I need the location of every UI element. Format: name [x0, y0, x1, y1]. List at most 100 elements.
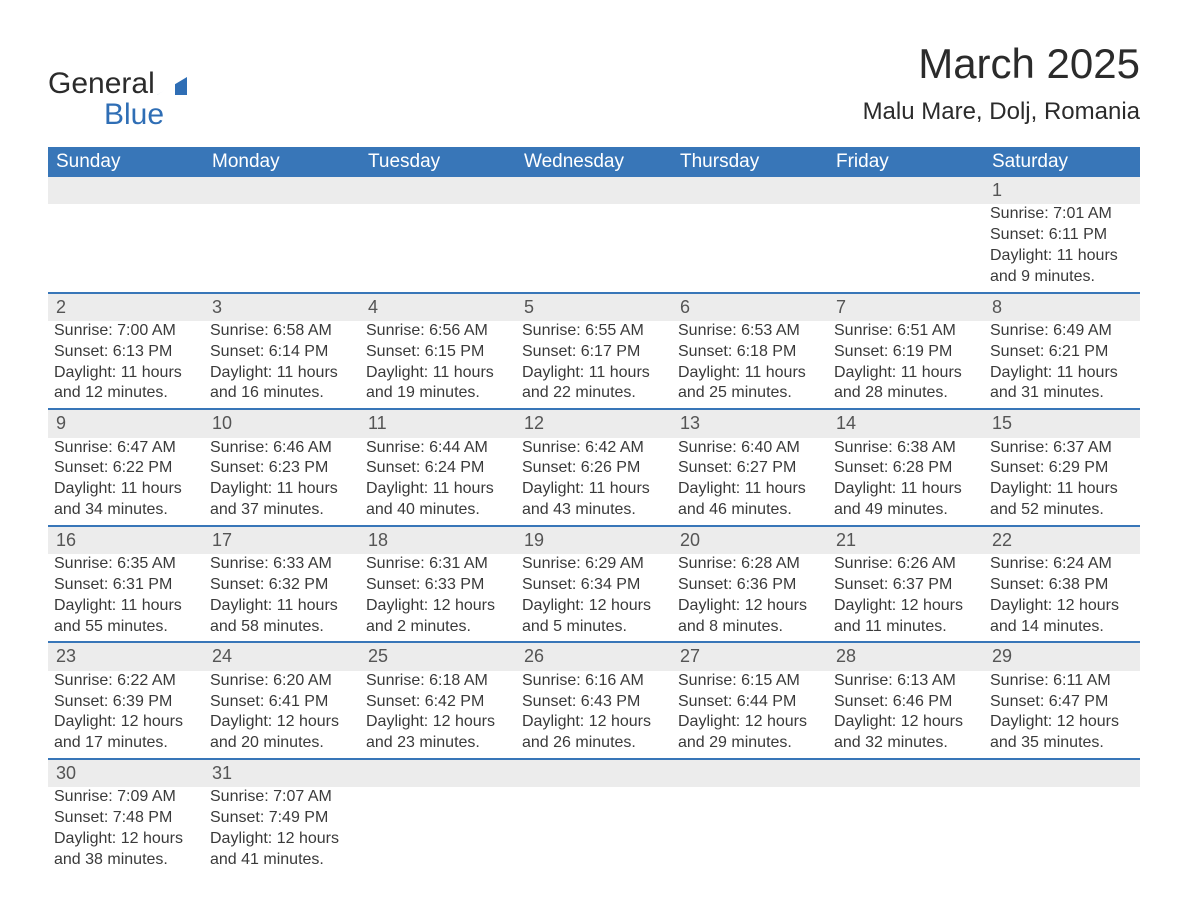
day-detail-cell: Sunrise: 6:35 AM Sunset: 6:31 PM Dayligh… [48, 554, 204, 642]
day-detail-text: Sunrise: 6:15 AM Sunset: 6:44 PM Dayligh… [678, 671, 822, 754]
day-number-cell [516, 759, 672, 787]
column-header: Friday [828, 147, 984, 177]
column-header: Monday [204, 147, 360, 177]
day-detail-text: Sunrise: 6:49 AM Sunset: 6:21 PM Dayligh… [990, 321, 1134, 404]
week-detail-row: Sunrise: 6:47 AM Sunset: 6:22 PM Dayligh… [48, 438, 1140, 526]
day-detail-cell: Sunrise: 6:33 AM Sunset: 6:32 PM Dayligh… [204, 554, 360, 642]
day-detail-text: Sunrise: 6:46 AM Sunset: 6:23 PM Dayligh… [210, 438, 354, 521]
day-number-cell: 8 [984, 293, 1140, 321]
day-number-cell [984, 759, 1140, 787]
logo-word-2: Blue [104, 98, 164, 131]
week-daynum-row: 23 2425 26 27 28 29 [48, 642, 1140, 670]
day-detail-cell [516, 787, 672, 874]
day-detail-cell: Sunrise: 6:18 AM Sunset: 6:42 PM Dayligh… [360, 671, 516, 759]
day-number-cell: 14 [828, 409, 984, 437]
day-detail-text: Sunrise: 6:37 AM Sunset: 6:29 PM Dayligh… [990, 438, 1134, 521]
day-number: 14 [836, 413, 856, 433]
week-daynum-row: 1 [48, 177, 1140, 204]
day-number-cell [828, 759, 984, 787]
day-number: 28 [836, 646, 856, 666]
day-detail-text: Sunrise: 7:00 AM Sunset: 6:13 PM Dayligh… [54, 321, 198, 404]
column-header: Tuesday [360, 147, 516, 177]
column-header: Sunday [48, 147, 204, 177]
day-number-cell: 9 [48, 409, 204, 437]
day-number: 2 [56, 297, 66, 317]
day-detail-text: Sunrise: 6:28 AM Sunset: 6:36 PM Dayligh… [678, 554, 822, 637]
header: General Blue March 2025 Malu Mare, Dolj,… [48, 40, 1140, 129]
day-detail-text: Sunrise: 6:26 AM Sunset: 6:37 PM Dayligh… [834, 554, 978, 637]
day-number-cell: 16 [48, 526, 204, 554]
day-detail-cell: Sunrise: 6:58 AM Sunset: 6:14 PM Dayligh… [204, 321, 360, 409]
day-detail-cell: Sunrise: 6:20 AM Sunset: 6:41 PM Dayligh… [204, 671, 360, 759]
day-number-cell: 13 [672, 409, 828, 437]
month-title: March 2025 [863, 40, 1140, 88]
day-detail-text: Sunrise: 6:38 AM Sunset: 6:28 PM Dayligh… [834, 438, 978, 521]
day-number: 20 [680, 530, 700, 550]
day-detail-text: Sunrise: 7:07 AM Sunset: 7:49 PM Dayligh… [210, 787, 354, 870]
day-number-cell: 24 [204, 642, 360, 670]
day-detail-cell: Sunrise: 6:13 AM Sunset: 6:46 PM Dayligh… [828, 671, 984, 759]
day-number-cell: 1 [984, 177, 1140, 204]
day-detail-cell: Sunrise: 7:09 AM Sunset: 7:48 PM Dayligh… [48, 787, 204, 874]
day-number-cell [672, 759, 828, 787]
day-detail-cell: Sunrise: 7:01 AM Sunset: 6:11 PM Dayligh… [984, 204, 1140, 292]
day-detail-cell: Sunrise: 6:28 AM Sunset: 6:36 PM Dayligh… [672, 554, 828, 642]
day-number-cell: 18 [360, 526, 516, 554]
day-number: 30 [56, 763, 76, 783]
day-number-cell: 31 [204, 759, 360, 787]
day-detail-cell: Sunrise: 7:07 AM Sunset: 7:49 PM Dayligh… [204, 787, 360, 874]
day-detail-cell: Sunrise: 6:49 AM Sunset: 6:21 PM Dayligh… [984, 321, 1140, 409]
day-number-cell: 6 [672, 293, 828, 321]
week-detail-row: Sunrise: 7:00 AM Sunset: 6:13 PM Dayligh… [48, 321, 1140, 409]
day-number-cell: 28 [828, 642, 984, 670]
day-number-cell: 25 [360, 642, 516, 670]
day-number: 5 [524, 297, 534, 317]
day-detail-cell: Sunrise: 6:24 AM Sunset: 6:38 PM Dayligh… [984, 554, 1140, 642]
day-number-cell [360, 177, 516, 204]
day-detail-cell [672, 787, 828, 874]
week-detail-row: Sunrise: 7:01 AM Sunset: 6:11 PM Dayligh… [48, 204, 1140, 292]
day-number: 31 [212, 763, 232, 783]
day-number: 3 [212, 297, 222, 317]
day-number: 23 [56, 646, 76, 666]
day-detail-cell [828, 787, 984, 874]
day-number: 26 [524, 646, 544, 666]
day-number: 22 [992, 530, 1012, 550]
calendar-table: SundayMondayTuesdayWednesdayThursdayFrid… [48, 147, 1140, 874]
week-detail-row: Sunrise: 6:22 AM Sunset: 6:39 PM Dayligh… [48, 671, 1140, 759]
day-detail-cell [672, 204, 828, 292]
day-detail-cell: Sunrise: 6:40 AM Sunset: 6:27 PM Dayligh… [672, 438, 828, 526]
day-number-cell: 15 [984, 409, 1140, 437]
day-detail-cell: Sunrise: 6:11 AM Sunset: 6:47 PM Dayligh… [984, 671, 1140, 759]
day-number-cell: 3 [204, 293, 360, 321]
day-number: 17 [212, 530, 232, 550]
day-detail-cell: Sunrise: 6:42 AM Sunset: 6:26 PM Dayligh… [516, 438, 672, 526]
day-number-cell: 23 [48, 642, 204, 670]
day-number-cell: 30 [48, 759, 204, 787]
day-detail-text: Sunrise: 6:31 AM Sunset: 6:33 PM Dayligh… [366, 554, 510, 637]
day-detail-cell [984, 787, 1140, 874]
day-number: 27 [680, 646, 700, 666]
day-number-cell [48, 177, 204, 204]
day-detail-text: Sunrise: 7:01 AM Sunset: 6:11 PM Dayligh… [990, 204, 1134, 287]
day-detail-text: Sunrise: 6:55 AM Sunset: 6:17 PM Dayligh… [522, 321, 666, 404]
week-detail-row: Sunrise: 6:35 AM Sunset: 6:31 PM Dayligh… [48, 554, 1140, 642]
day-detail-cell: Sunrise: 7:00 AM Sunset: 6:13 PM Dayligh… [48, 321, 204, 409]
day-number: 9 [56, 413, 66, 433]
day-detail-cell: Sunrise: 6:53 AM Sunset: 6:18 PM Dayligh… [672, 321, 828, 409]
day-detail-cell: Sunrise: 6:56 AM Sunset: 6:15 PM Dayligh… [360, 321, 516, 409]
day-number: 10 [212, 413, 232, 433]
day-number-cell: 10 [204, 409, 360, 437]
day-number-cell: 4 [360, 293, 516, 321]
day-number-cell: 7 [828, 293, 984, 321]
day-detail-text: Sunrise: 6:47 AM Sunset: 6:22 PM Dayligh… [54, 438, 198, 521]
column-header: Saturday [984, 147, 1140, 177]
calendar-header-row: SundayMondayTuesdayWednesdayThursdayFrid… [48, 147, 1140, 177]
day-number-cell [204, 177, 360, 204]
day-number-cell: 22 [984, 526, 1140, 554]
day-number: 29 [992, 646, 1012, 666]
logo-text: General Blue [48, 70, 187, 129]
day-detail-text: Sunrise: 6:24 AM Sunset: 6:38 PM Dayligh… [990, 554, 1134, 637]
day-detail-cell: Sunrise: 6:37 AM Sunset: 6:29 PM Dayligh… [984, 438, 1140, 526]
day-number: 1 [992, 180, 1002, 200]
